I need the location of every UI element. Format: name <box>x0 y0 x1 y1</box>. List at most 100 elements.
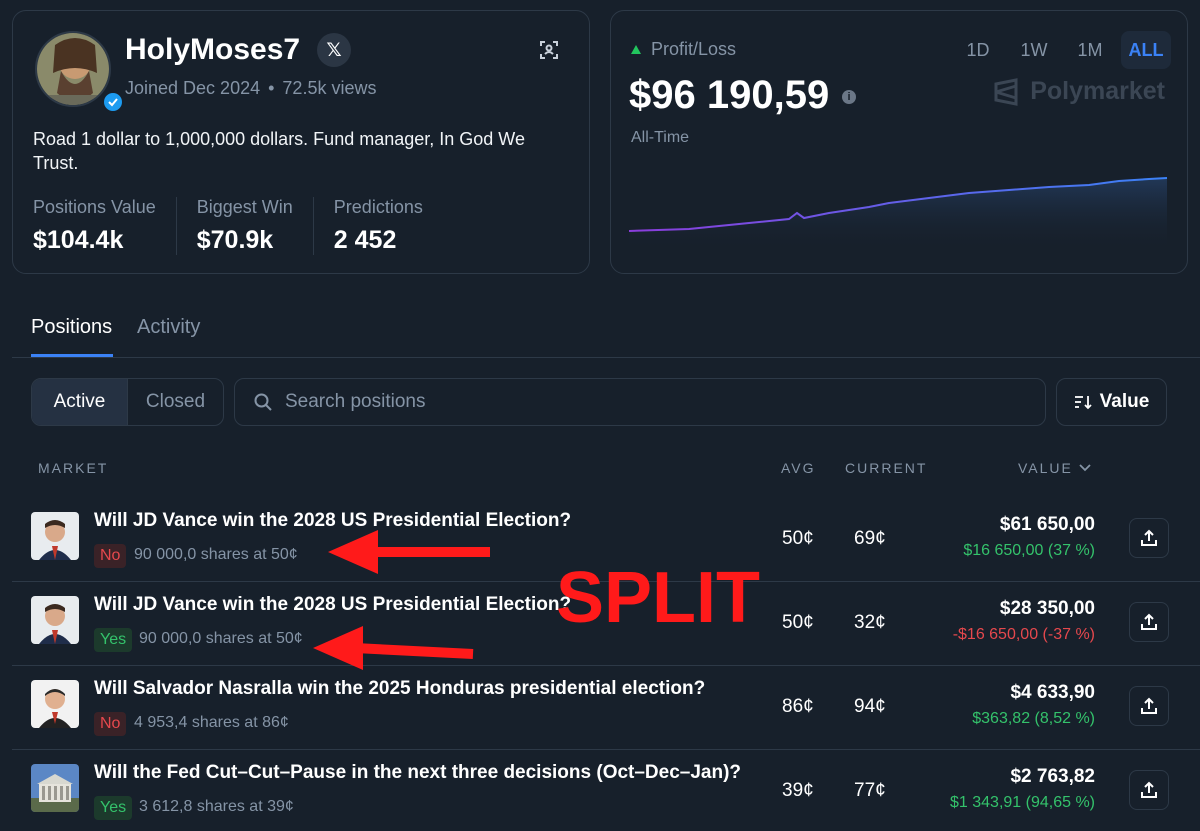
polymarket-logo: Polymarket <box>992 77 1165 106</box>
profile-card: HolyMoses7 𝕏 Joined Dec 2024 • 72.5k views… <box>12 10 590 274</box>
column-avg: AVG <box>781 460 816 476</box>
market-thumbnail <box>31 512 79 560</box>
profile-meta: Joined Dec 2024 • 72.5k views <box>125 78 377 98</box>
stat-value: $104.4k <box>33 226 124 254</box>
share-icon <box>1141 697 1157 714</box>
market-title[interactable]: Will the Fed Cut–Cut–Pause in the next t… <box>94 762 742 783</box>
range-all[interactable]: ALL <box>1121 31 1171 69</box>
market-thumbnail <box>31 596 79 644</box>
stat-label: Biggest Win <box>196 197 293 217</box>
pnl-chart <box>629 177 1168 251</box>
column-current: CURRENT <box>845 460 928 476</box>
share-icon <box>1141 529 1157 546</box>
pnl-value: $96 190,59 <box>629 73 830 117</box>
range-1d[interactable]: 1D <box>966 39 990 60</box>
avg-price: 39¢ <box>782 780 814 801</box>
current-price: 32¢ <box>854 612 886 633</box>
stat-biggest-win: Biggest Win $70.9k <box>197 197 314 255</box>
market-title[interactable]: Will JD Vance win the 2028 US Presidenti… <box>94 510 572 531</box>
red-arrow-icon <box>328 530 490 574</box>
column-value-label: VALUE <box>1018 460 1073 476</box>
tab-underline <box>31 354 113 357</box>
current-price: 77¢ <box>854 780 886 801</box>
bio: Road 1 dollar to 1,000,000 dollars. Fund… <box>33 129 525 173</box>
shares-text: 3 612,8 shares at 39¢ <box>139 798 294 815</box>
position-pnl: -$16 650,00 (-37 %) <box>952 626 1095 643</box>
position-value: $4 633,90 <box>1010 682 1095 703</box>
search-input[interactable] <box>285 391 985 413</box>
position-pnl: $1 343,91 (94,65 %) <box>950 794 1095 811</box>
closed-filter-button[interactable]: Closed <box>145 391 206 412</box>
joined-date: Joined Dec 2024 <box>125 78 261 98</box>
view-count: 72.5k views <box>282 78 377 98</box>
column-value[interactable]: VALUE <box>1018 460 1091 476</box>
red-arrow-icon <box>313 626 474 670</box>
share-button[interactable] <box>1129 770 1169 810</box>
username: HolyMoses7 <box>125 33 301 66</box>
stat-positions-value: Positions Value $104.4k <box>33 197 177 255</box>
position-value: $28 350,00 <box>999 598 1095 619</box>
info-icon[interactable]: i <box>842 90 856 104</box>
stat-label: Positions Value <box>33 197 156 217</box>
current-price: 94¢ <box>854 696 886 717</box>
avg-price: 50¢ <box>782 612 814 633</box>
sort-button[interactable]: Value <box>1056 378 1167 426</box>
share-button[interactable] <box>1129 602 1169 642</box>
stat-label: Predictions <box>333 197 423 217</box>
x-icon[interactable]: 𝕏 <box>317 33 351 67</box>
pnl-label: Profit/Loss <box>631 39 736 60</box>
position-pnl: $16 650,00 (37 %) <box>963 542 1095 559</box>
position-row[interactable]: Will JD Vance win the 2028 US Presidenti… <box>12 582 1200 666</box>
range-selector: 1D 1W 1M ALL <box>953 31 1171 69</box>
stats: Positions Value $104.4k Biggest Win $70.… <box>33 197 463 255</box>
market-title[interactable]: Will JD Vance win the 2028 US Presidenti… <box>94 594 572 615</box>
market-thumbnail <box>31 764 79 812</box>
position-row[interactable]: Will Salvador Nasralla win the 2025 Hond… <box>12 666 1200 750</box>
tab-bar: Positions Activity <box>12 300 1200 358</box>
column-market: MARKET <box>38 460 109 476</box>
shares-text: 90 000,0 shares at 50¢ <box>139 630 303 647</box>
share-button[interactable] <box>1129 518 1169 558</box>
pnl-chart-line <box>629 177 1168 232</box>
split-annotation: SPLIT <box>556 558 761 638</box>
verified-badge-icon <box>102 91 124 113</box>
active-filter-button[interactable]: Active <box>32 379 128 425</box>
share-button[interactable] <box>1129 686 1169 726</box>
polymarket-wordmark: Polymarket <box>1030 77 1165 105</box>
shares-text: 90 000,0 shares at 50¢ <box>134 546 298 563</box>
pnl-chart-area <box>629 178 1167 251</box>
shares-text: 4 953,4 shares at 86¢ <box>134 714 289 731</box>
pnl-label-text: Profit/Loss <box>651 39 737 59</box>
search-icon <box>254 393 272 411</box>
sort-label: Value <box>1099 391 1150 412</box>
avg-price: 86¢ <box>782 696 814 717</box>
range-1m[interactable]: 1M <box>1077 39 1103 60</box>
outcome-badge: Yes <box>94 796 133 820</box>
market-thumbnail <box>31 680 79 728</box>
position-value: $2 763,82 <box>1010 766 1095 787</box>
position-pnl: $363,82 (8,52 %) <box>972 710 1095 727</box>
status-toggle: Active Closed <box>31 378 224 426</box>
share-icon <box>1141 781 1157 798</box>
range-1w[interactable]: 1W <box>1020 39 1048 60</box>
scan-icon[interactable] <box>538 39 560 61</box>
tab-positions[interactable]: Positions <box>31 316 113 338</box>
search-box <box>234 378 1046 426</box>
outcome-badge: Yes <box>94 628 133 652</box>
position-row[interactable]: Will the Fed Cut–Cut–Pause in the next t… <box>12 750 1200 831</box>
position-value: $61 650,00 <box>999 514 1095 535</box>
share-icon <box>1141 613 1157 630</box>
outcome-badge: No <box>94 544 127 568</box>
position-row[interactable]: Will JD Vance win the 2028 US Presidenti… <box>12 498 1200 582</box>
chevron-down-icon <box>1079 464 1091 472</box>
period-label: All-Time <box>631 129 690 146</box>
stat-value: 2 452 <box>333 226 397 254</box>
sort-icon <box>1074 396 1092 410</box>
tab-activity[interactable]: Activity <box>137 316 201 338</box>
avatar[interactable] <box>35 31 111 107</box>
stat-predictions: Predictions 2 452 <box>334 197 443 255</box>
outcome-badge: No <box>94 712 127 736</box>
avg-price: 50¢ <box>782 528 814 549</box>
stat-value: $70.9k <box>196 226 274 254</box>
market-title[interactable]: Will Salvador Nasralla win the 2025 Hond… <box>94 678 706 699</box>
